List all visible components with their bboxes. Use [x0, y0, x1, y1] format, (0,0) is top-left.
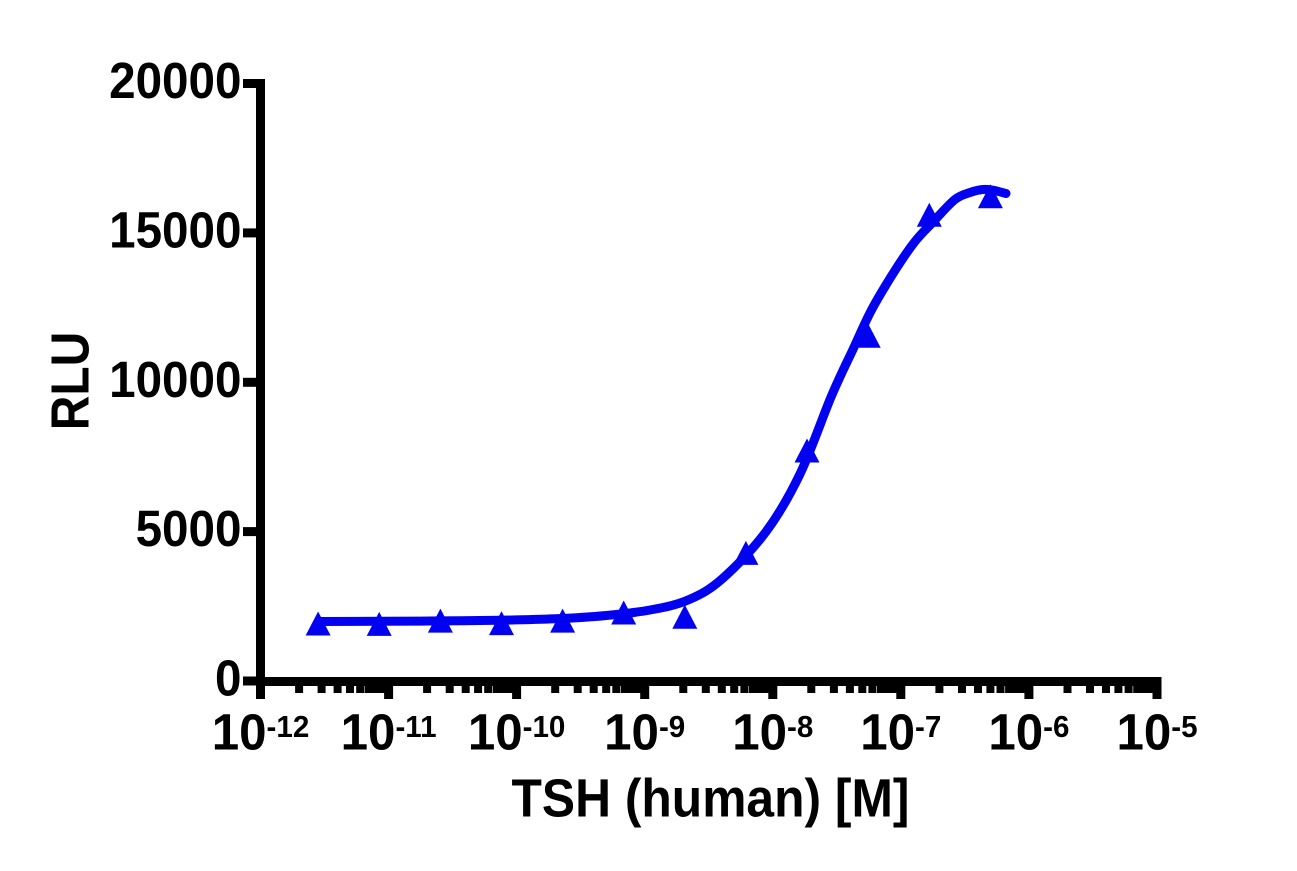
svg-text:15000: 15000 [109, 202, 241, 259]
svg-text:20000: 20000 [109, 52, 241, 109]
svg-text:0: 0 [215, 650, 241, 707]
svg-text:10000: 10000 [109, 351, 241, 408]
svg-text:10-12: 10-12 [212, 704, 310, 761]
svg-text:TSH (human) [M]: TSH (human) [M] [512, 768, 910, 828]
svg-text:5000: 5000 [136, 501, 242, 558]
svg-text:RLU: RLU [40, 332, 100, 431]
